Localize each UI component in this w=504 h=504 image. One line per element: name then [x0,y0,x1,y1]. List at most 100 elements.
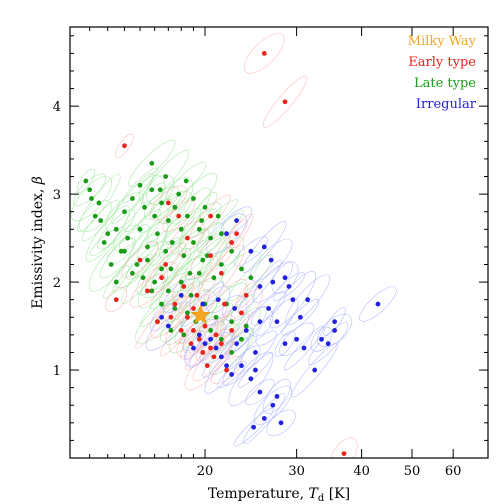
point-milky-way-star [190,304,211,325]
point-irregular [213,345,219,351]
point-irregular [257,389,263,395]
tick-labels: 20 30 40 50 60 1 2 3 4 [53,100,462,479]
point-irregular [375,301,381,307]
contour-ellipse [161,207,202,251]
x-tick-label: 60 [445,464,462,479]
contour-ellipse [106,238,136,265]
contour-ellipse [169,172,218,225]
contour-ellipse [263,378,291,414]
contour-ellipse [234,330,277,375]
point-irregular [286,284,292,289]
point-irregular [178,292,184,298]
contour-ellipse [184,321,226,367]
contour-ellipse [262,75,308,128]
point-late-type [196,270,202,276]
point-irregular [253,350,258,355]
contour-ellipse [181,202,222,239]
contour-ellipse [164,177,194,212]
point-late-type [188,292,194,298]
point-irregular [239,363,244,369]
point-late-type [98,218,104,223]
point-irregular [332,319,338,325]
legend: Milky Way Early type Late type Irregular [408,34,477,112]
point-irregular [253,367,258,373]
point-late-type [218,262,224,267]
point-late-type [181,332,187,338]
point-late-type [149,288,155,294]
point-early-type [208,213,214,219]
contour-ellipse [176,330,206,357]
point-late-type [211,275,217,281]
point-early-type [239,310,244,316]
contour-ellipse [285,274,331,325]
point-early-type [202,323,208,329]
contour-ellipse [244,33,285,74]
point-irregular [159,314,164,320]
point-late-type [172,306,178,311]
point-irregular [234,218,240,223]
point-irregular [278,420,284,426]
contour-ellipse [149,185,187,221]
point-early-type [229,328,235,333]
point-late-type [129,270,135,276]
point-early-type [188,341,194,347]
point-irregular [196,332,202,338]
point-irregular [270,402,276,408]
contour-ellipse [78,200,112,232]
contour-ellipse [204,337,249,394]
x-axis-title: Temperature, Td [K] [208,486,350,504]
contour-ellipse [137,199,173,234]
contour-ellipse [122,167,158,203]
point-late-type [243,323,249,329]
point-irregular [218,354,224,360]
point-irregular [208,336,214,342]
point-early-type [222,301,227,307]
x-tick-label: 50 [404,464,421,479]
contour-ellipse [222,295,248,322]
point-late-type [185,213,190,219]
point-late-type [202,204,208,210]
point-early-type [218,270,224,276]
point-late-type [208,235,214,241]
point-late-type [163,248,169,254]
point-irregular [191,345,196,351]
x-axis-title-subscript: d [318,493,325,504]
point-late-type [137,182,143,188]
contour-ellipse [192,192,218,223]
contour-ellipse [146,221,169,247]
contour-ellipse [76,168,96,194]
point-early-type [165,200,171,206]
point-late-type [96,200,102,206]
point-irregular [270,279,276,285]
point-late-type [108,262,114,267]
contour-ellipse [162,277,200,313]
point-late-type [185,310,190,316]
point-early-type [213,332,219,338]
contour-ellipse [97,209,136,250]
y-tick-label: 2 [53,276,61,291]
contour-ellipse [159,226,186,259]
x-tick-label: 40 [353,464,370,479]
contour-ellipse [237,259,282,314]
point-irregular [274,394,280,399]
point-late-type [113,226,119,232]
point-irregular [297,314,303,320]
point-early-type [194,292,200,298]
point-early-type [229,240,235,245]
point-late-type [218,231,224,237]
legend-label-irregular: Irregular [416,97,477,112]
contour-ellipse [115,133,134,158]
point-irregular [224,363,229,369]
contour-ellipse [251,291,287,326]
point-early-type [234,231,240,237]
point-early-type [191,306,196,311]
point-irregular [234,341,240,347]
contour-ellipse [71,175,112,222]
contour-ellipse [196,315,236,355]
point-late-type [165,218,171,223]
contour-ellipse [172,272,196,301]
point-early-type [178,328,184,333]
contour-ellipse [136,242,187,296]
point-late-type [168,328,174,333]
contour-ellipse [146,174,175,205]
